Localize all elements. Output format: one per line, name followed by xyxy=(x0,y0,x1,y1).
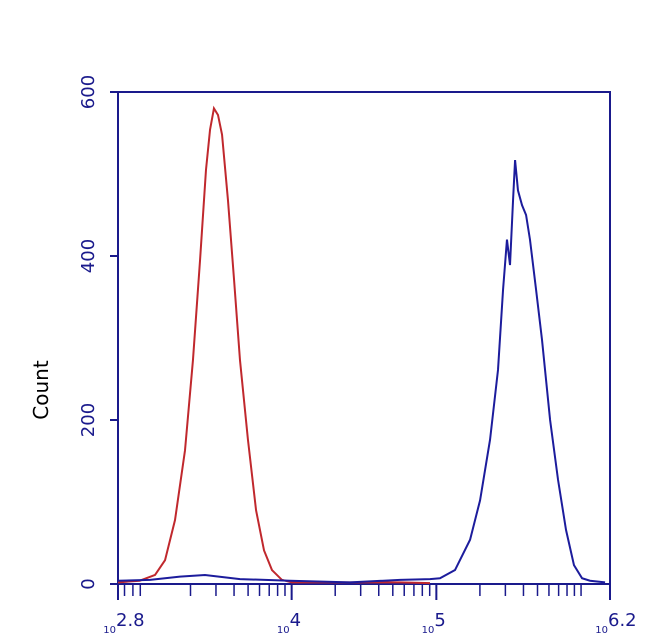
y-tick-label: 400 xyxy=(78,239,99,273)
x-tick-label: 2.8 xyxy=(116,610,145,631)
y-tick-label: 200 xyxy=(78,403,99,437)
x-tick-base: 10 xyxy=(103,625,116,636)
histogram-line xyxy=(117,159,606,584)
x-tick-label: 4 xyxy=(290,610,301,631)
histogram-line xyxy=(117,105,431,585)
x-tick-base: 10 xyxy=(595,625,608,636)
y-tick-label: 0 xyxy=(78,578,99,589)
x-tick-label: 6.2 xyxy=(608,610,637,631)
y-axis-label: Count xyxy=(29,360,53,420)
plot-frame xyxy=(117,91,611,585)
x-tick-label: 5 xyxy=(434,610,445,631)
x-tick-base: 10 xyxy=(277,625,290,636)
x-tick-base: 10 xyxy=(422,625,435,636)
y-tick-label: 600 xyxy=(78,75,99,109)
